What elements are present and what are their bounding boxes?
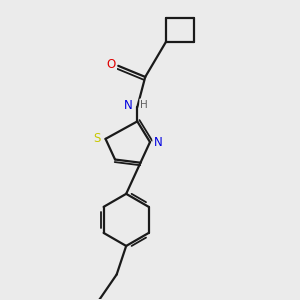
Text: N: N [154, 136, 162, 148]
Text: S: S [93, 132, 100, 146]
Text: H: H [140, 100, 148, 110]
Text: O: O [106, 58, 116, 71]
Text: N: N [124, 99, 133, 112]
